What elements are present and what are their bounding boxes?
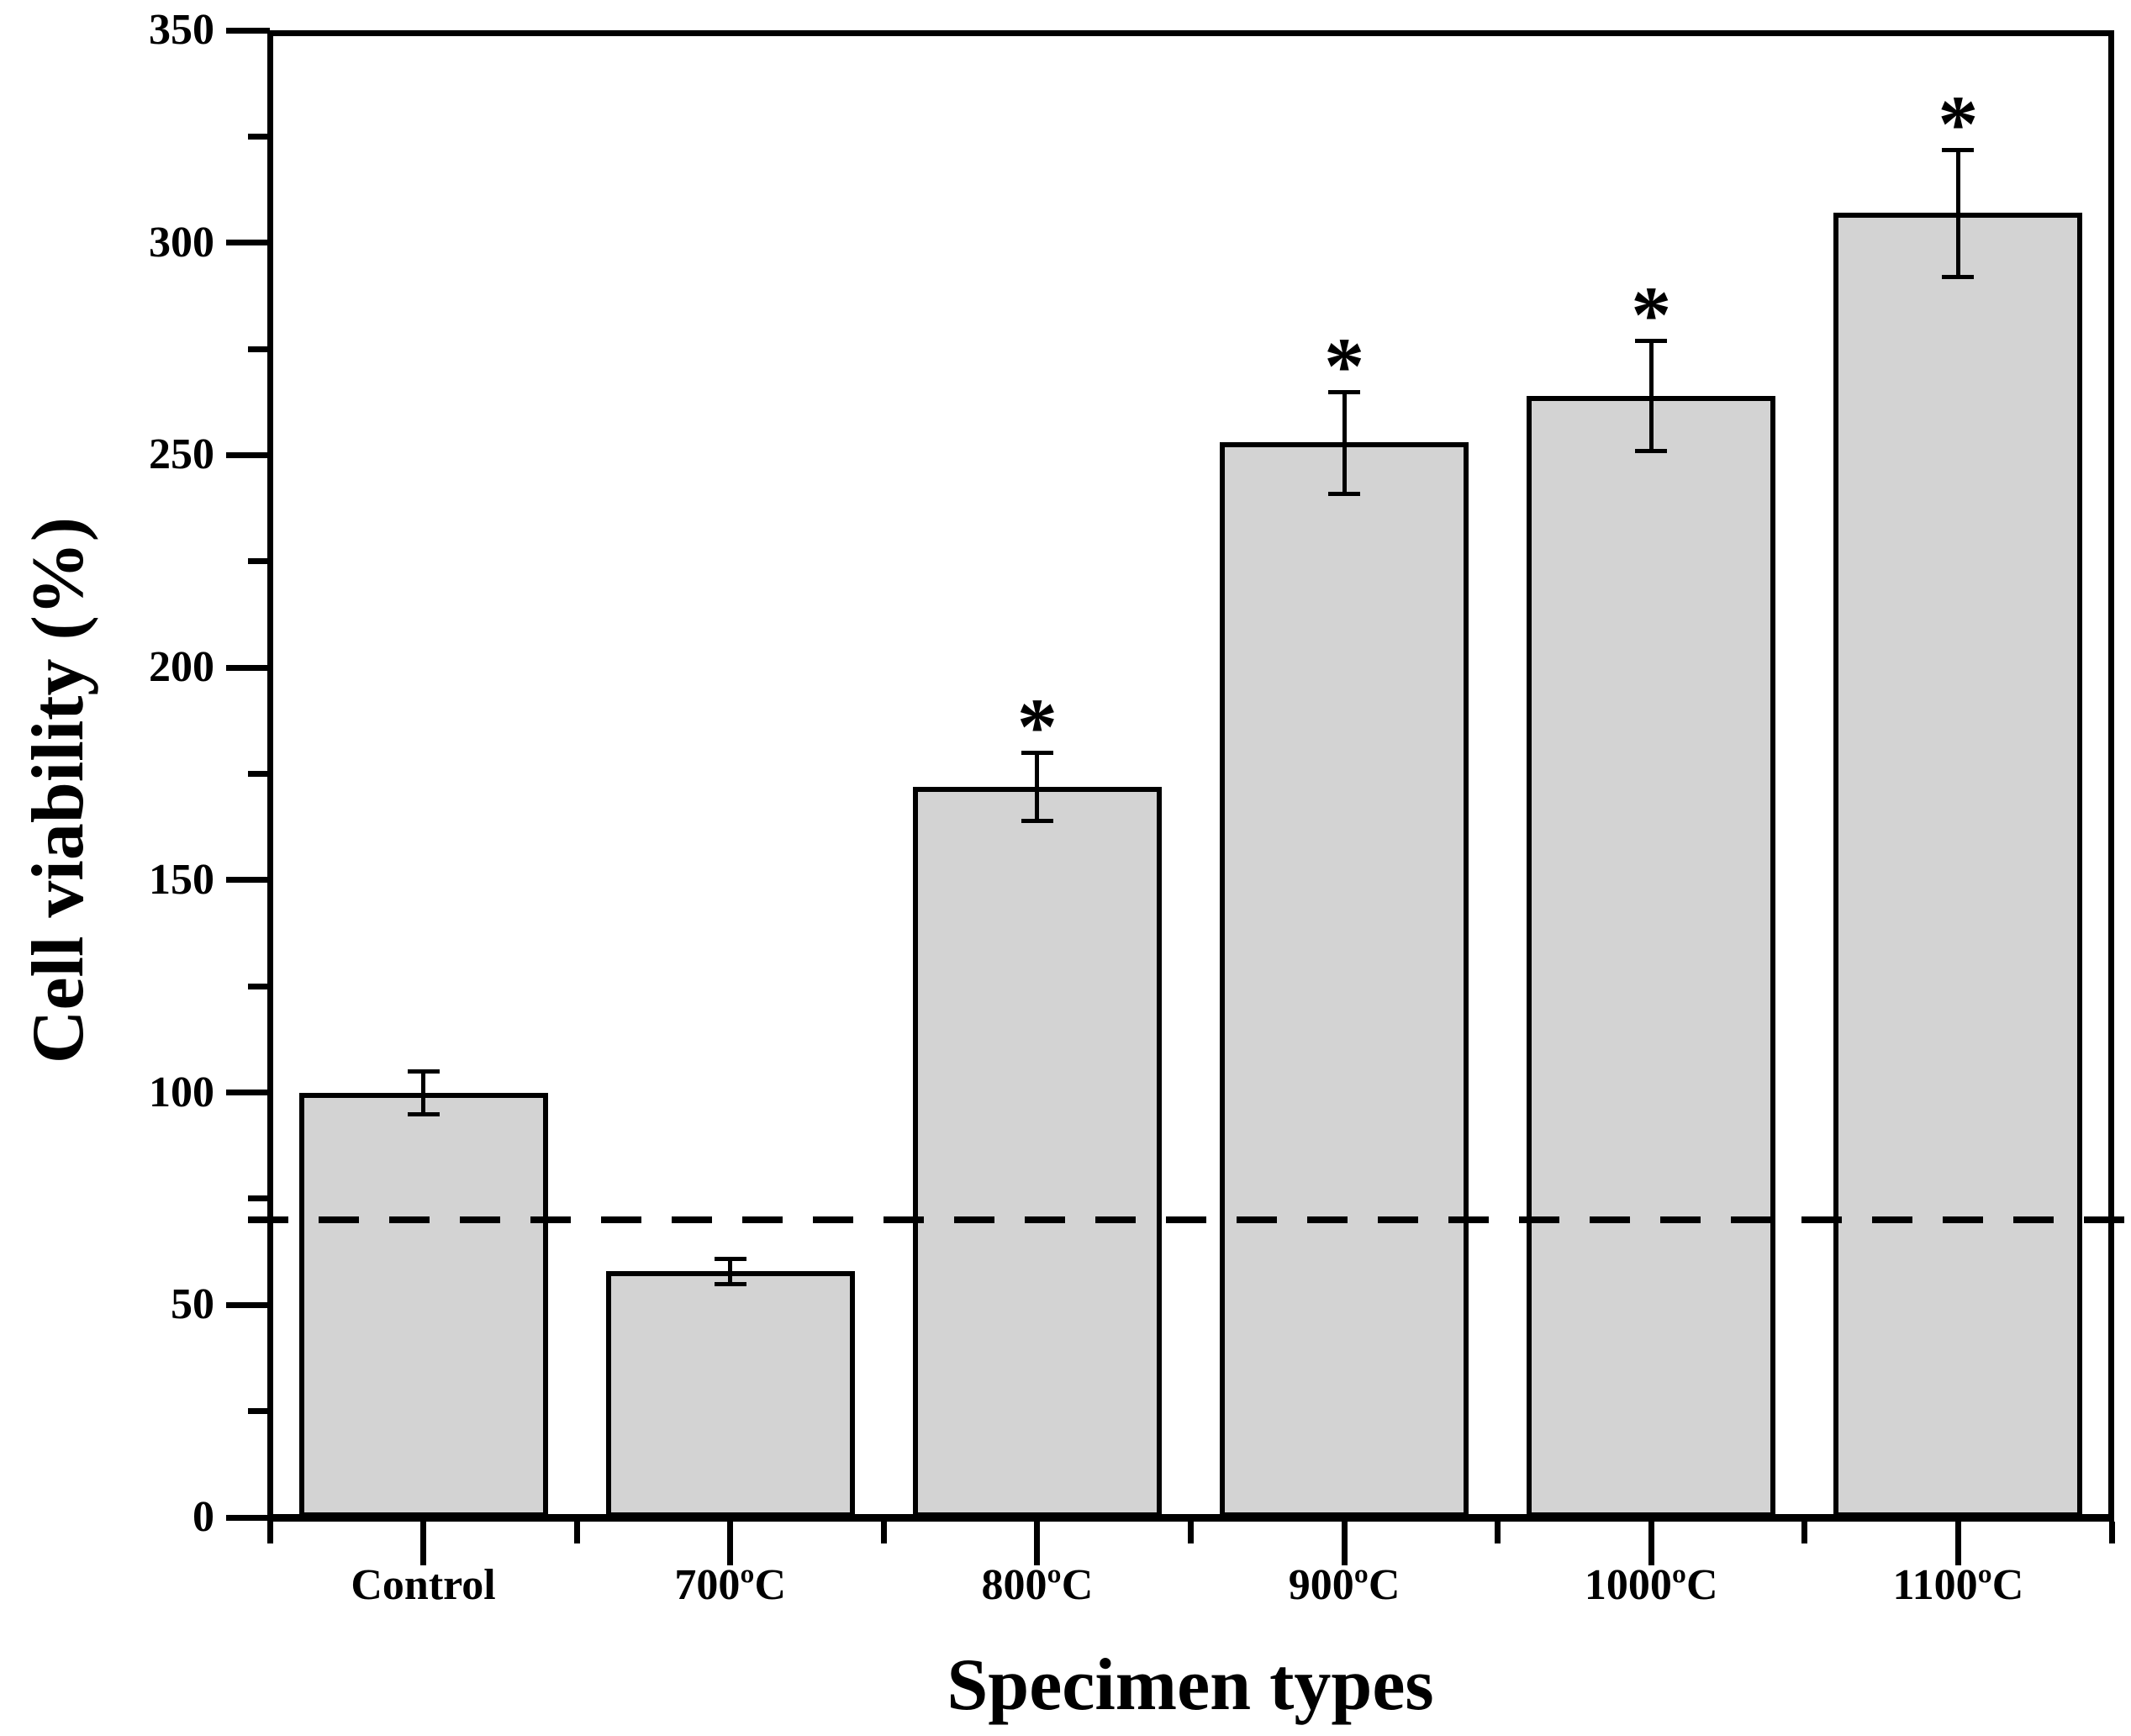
bar-700ºC [605,1270,855,1517]
x-minor-tick-6 [2108,1522,2115,1543]
y-minor-tick-125 [248,983,270,989]
error-bar-700ºC [728,1258,733,1284]
x-major-tick-1100ºC [1954,1522,1961,1565]
significance-star-1100ºC: * [1938,78,1979,169]
x-minor-tick-4 [1495,1522,1501,1543]
error-cap-bottom-700ºC [714,1282,746,1286]
error-bar-1000ºC [1648,340,1654,451]
significance-star-800ºC: * [1016,682,1058,773]
y-minor-tick-175 [248,771,270,777]
error-cap-top-700ºC [714,1256,746,1261]
y-minor-tick-225 [248,558,270,565]
x-tick-label-1000ºC: 1000ºC [1584,1561,1718,1609]
y-tick-label-300: 300 [149,218,214,266]
bar-1100ºC [1833,213,2083,1517]
error-bar-Control [421,1071,426,1114]
x-minor-tick-2 [880,1522,887,1543]
x-major-tick-800ºC [1034,1522,1041,1565]
y-tick-label-50: 50 [171,1280,214,1329]
significance-star-1000ºC: * [1631,269,1672,360]
y-axis-left-spine [267,30,273,1522]
x-tick-label-1100ºC: 1100ºC [1892,1561,2024,1609]
y-major-tick-150 [226,877,270,884]
y-axis-title: Cell viability (%) [18,516,99,1064]
x-tick-label-700ºC: 700ºC [674,1561,787,1609]
significance-star-900ºC: * [1324,320,1365,411]
y-minor-tick-325 [248,133,270,140]
y-tick-label-200: 200 [149,643,214,692]
bar-900ºC [1220,442,1469,1517]
threshold-dashed-line [248,1216,2131,1224]
y-major-tick-200 [226,664,270,671]
error-cap-top-800ºC [1021,751,1053,756]
error-bar-1100ºC [1955,149,1960,277]
y-major-tick-100 [226,1090,270,1096]
error-cap-top-Control [407,1069,440,1074]
x-major-tick-1000ºC [1648,1522,1654,1565]
y-tick-label-0: 0 [193,1493,214,1541]
x-axis-bottom-spine [267,1514,2114,1522]
x-major-tick-700ºC [727,1522,734,1565]
error-cap-top-1100ºC [1942,147,1975,152]
x-tick-label-900ºC: 900ºC [1288,1561,1400,1609]
bar-Control [298,1092,548,1517]
y-minor-tick-75 [248,1195,270,1202]
x-minor-tick-5 [1801,1522,1808,1543]
x-axis-title: Specimen types [947,1644,1434,1726]
bar-1000ºC [1527,395,1776,1517]
y-major-tick-0 [226,1514,270,1521]
x-major-tick-Control [420,1522,427,1565]
bar-800ºC [912,786,1162,1517]
error-cap-bottom-Control [407,1111,440,1116]
y-major-tick-350 [226,27,270,34]
x-tick-label-Control: Control [351,1561,496,1609]
top-spine [267,30,2114,36]
error-cap-bottom-800ºC [1021,819,1053,824]
right-spine [2108,30,2114,1522]
y-tick-label-350: 350 [149,6,214,54]
x-minor-tick-3 [1188,1522,1194,1543]
error-cap-bottom-1100ºC [1942,275,1975,280]
x-minor-tick-0 [266,1522,273,1543]
y-major-tick-50 [226,1301,270,1308]
error-bar-800ºC [1035,752,1040,821]
error-cap-top-900ºC [1328,389,1361,394]
x-minor-tick-1 [573,1522,580,1543]
y-tick-label-100: 100 [149,1068,214,1116]
x-tick-label-800ºC: 800ºC [981,1561,1094,1609]
y-minor-tick-275 [248,346,270,352]
error-cap-top-1000ºC [1635,338,1668,343]
x-major-tick-900ºC [1341,1522,1348,1565]
y-tick-label-250: 250 [149,430,214,479]
error-cap-bottom-1000ºC [1635,449,1668,454]
y-major-tick-300 [226,240,270,246]
y-tick-label-150: 150 [149,855,214,904]
y-major-tick-250 [226,451,270,458]
error-bar-900ºC [1342,391,1347,493]
error-cap-bottom-900ºC [1328,491,1361,496]
y-minor-tick-25 [248,1408,270,1415]
